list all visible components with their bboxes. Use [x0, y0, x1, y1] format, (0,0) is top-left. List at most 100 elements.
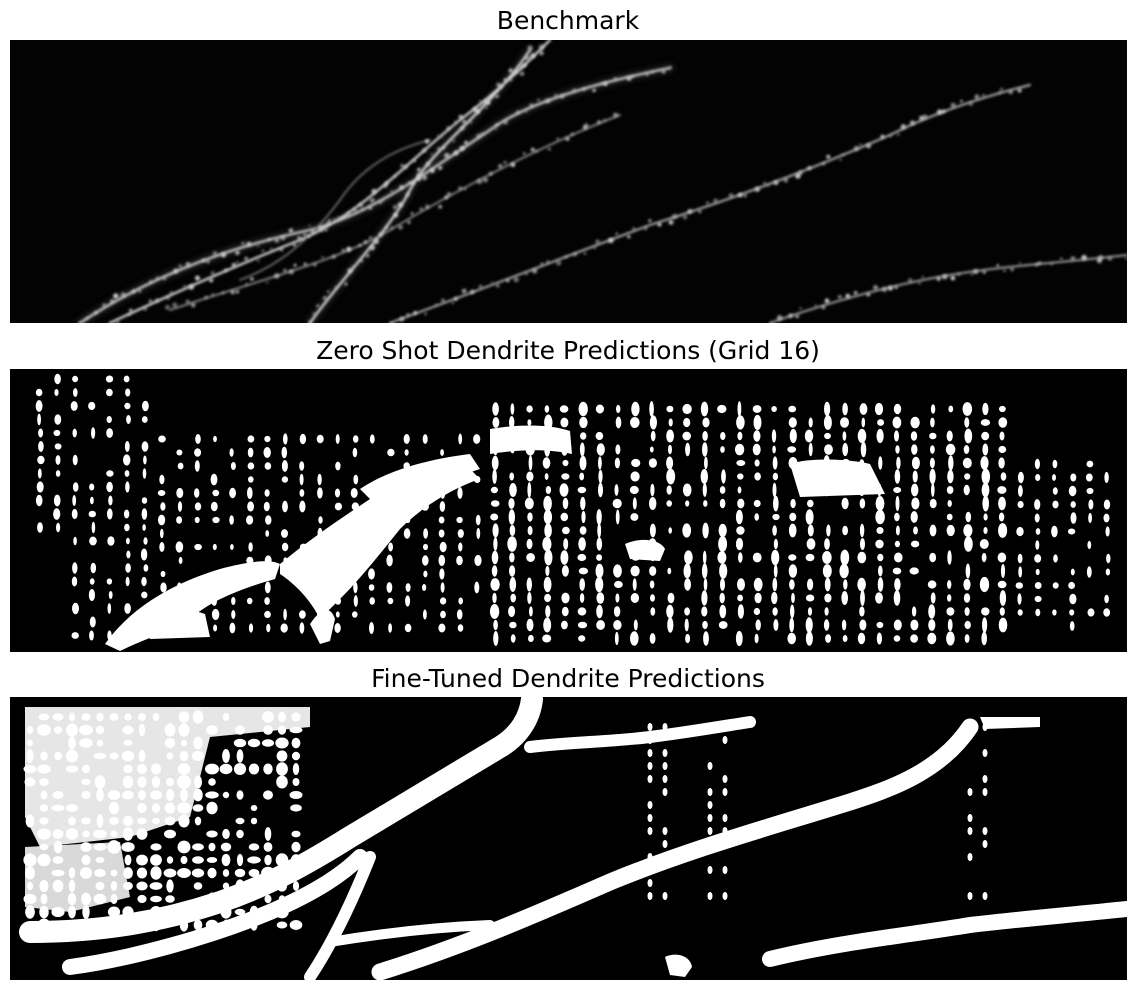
grid-artifact: [490, 513, 499, 521]
grid-artifact: [1035, 608, 1041, 617]
grid-artifact: [578, 635, 586, 642]
spine-dot: [525, 272, 528, 275]
spine-dot: [853, 291, 858, 295]
grid-artifact: [596, 592, 605, 604]
grid-artifact: [125, 576, 130, 587]
grid-artifact: [507, 536, 517, 552]
grid-artifact: [137, 894, 147, 904]
spine-dot: [382, 199, 385, 202]
spine-dot: [837, 295, 842, 299]
grid-artifact: [543, 576, 552, 593]
spine-dot: [390, 226, 394, 230]
spine-dot: [519, 64, 524, 70]
spine-dot: [648, 219, 652, 223]
grid-artifact: [735, 630, 743, 647]
grid-artifact: [440, 449, 444, 456]
spine-dot: [385, 226, 388, 229]
spine-dot: [451, 301, 454, 305]
grid-artifact: [981, 468, 991, 485]
grid-artifact: [141, 441, 149, 452]
spine-dot: [128, 312, 131, 316]
grid-artifact: [38, 441, 44, 452]
grid-artifact: [178, 556, 183, 565]
grid-artifact: [1070, 568, 1075, 576]
grid-artifact: [423, 543, 428, 551]
grid-artifact: [159, 542, 165, 552]
grid-artifact: [544, 405, 550, 413]
grid-artifact: [335, 434, 340, 444]
spine-dot: [169, 291, 174, 295]
grid-artifact: [861, 417, 866, 428]
grid-artifact: [772, 445, 776, 454]
spine-dot: [669, 65, 672, 69]
grid-artifact: [440, 610, 446, 619]
grid-artifact: [965, 563, 971, 579]
spine-dot: [463, 187, 467, 191]
grid-artifact: [823, 415, 832, 430]
grid-artifact: [1015, 582, 1023, 589]
grid-artifact: [842, 635, 848, 642]
grid-artifact: [842, 442, 849, 457]
grid-artifact: [577, 607, 587, 616]
grid-artifact: [647, 892, 653, 900]
spine-dot: [324, 228, 328, 232]
spine-dot: [644, 227, 647, 230]
grid-artifact: [492, 469, 497, 484]
grid-artifact: [947, 550, 952, 565]
grid-artifact: [840, 549, 850, 566]
grid-artifact: [150, 866, 162, 880]
grid-artifact: [647, 814, 653, 822]
grid-artifact: [981, 482, 990, 498]
grid-artifact: [559, 405, 569, 413]
fine-tuned-mask: [10, 697, 1127, 980]
predicted-dendrites: [19, 697, 1127, 980]
grid-artifact: [702, 483, 707, 497]
spine-dot: [889, 135, 892, 137]
grid-artifact: [1017, 553, 1023, 564]
spine-dot: [1050, 262, 1053, 266]
spine-dot: [185, 262, 191, 267]
grid-artifact: [212, 516, 220, 524]
grid-artifact: [526, 618, 534, 632]
grid-artifact: [808, 442, 813, 457]
grid-artifact: [491, 455, 499, 471]
spine-dot: [1035, 263, 1039, 267]
grid-artifact: [649, 523, 656, 538]
grid-artifact: [489, 604, 500, 619]
grid-artifact: [754, 592, 762, 604]
spine-dot: [559, 93, 565, 99]
grid-artifact: [1103, 608, 1111, 617]
grid-artifact: [543, 495, 552, 512]
grid-artifact: [580, 432, 587, 440]
spine-dot: [231, 262, 237, 268]
grid-artifact: [982, 402, 989, 416]
grid-artifact: [143, 455, 147, 465]
grid-artifact: [649, 401, 654, 417]
grid-artifact: [210, 501, 218, 512]
grid-artifact: [910, 416, 920, 429]
grid-artifact: [596, 443, 605, 456]
grid-artifact: [876, 632, 883, 645]
spine-dot: [996, 264, 1000, 267]
spine-dot: [626, 76, 632, 81]
benchmark-image: [10, 40, 1127, 323]
zero-shot-svg: [10, 369, 1127, 652]
spine-dot: [476, 133, 481, 139]
grid-artifact: [1068, 581, 1075, 590]
grid-artifact: [718, 536, 728, 552]
spine-dot: [235, 250, 240, 256]
spine-dot: [960, 99, 963, 103]
grid-artifact: [736, 460, 746, 466]
grid-artifact: [613, 564, 622, 578]
spine-dot: [188, 284, 194, 290]
grid-artifact: [250, 805, 258, 811]
grid-artifact: [753, 577, 763, 592]
grid-artifact: [612, 498, 622, 509]
grid-artifact: [73, 388, 78, 397]
grid-artifact: [246, 515, 254, 525]
grid-artifact: [613, 606, 621, 617]
spine-dot: [444, 152, 450, 159]
grid-artifact: [229, 487, 237, 499]
grid-artifact: [1088, 512, 1092, 524]
spine-dot: [209, 278, 214, 283]
